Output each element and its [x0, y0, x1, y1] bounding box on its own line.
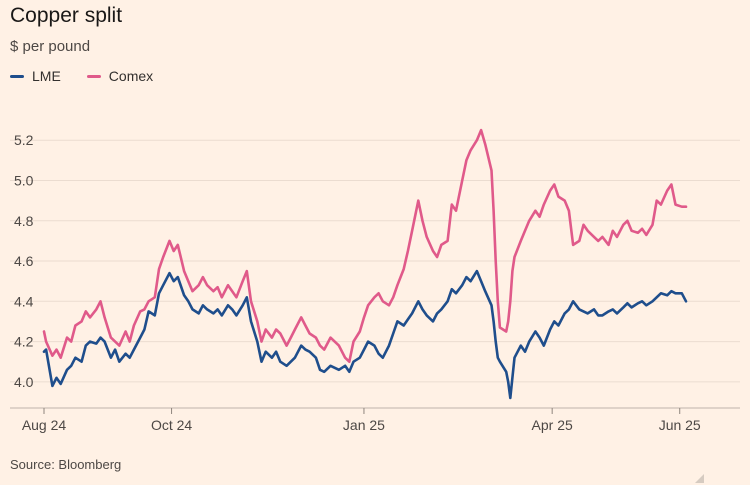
legend: LME Comex	[10, 68, 153, 84]
source-note: Source: Bloomberg	[10, 457, 122, 472]
legend-item-comex: Comex	[86, 68, 154, 84]
x-tick-label: Jan 25	[343, 417, 385, 433]
y-tick-label: 5.2	[14, 132, 34, 148]
series-line-lme	[42, 269, 688, 400]
grid-lines	[10, 139, 740, 383]
resize-corner-icon	[695, 474, 704, 483]
y-tick-label: 4.8	[14, 213, 34, 229]
legend-label-lme: LME	[32, 68, 61, 84]
y-tick-label: 5.0	[14, 172, 34, 188]
legend-item-lme: LME	[10, 68, 61, 84]
x-tick-label: Aug 24	[22, 417, 67, 433]
chart-title: Copper split	[10, 4, 123, 27]
x-tick-label: Oct 24	[151, 417, 192, 433]
y-tick-label: 4.6	[14, 253, 34, 269]
x-tick-label: Jun 25	[659, 417, 701, 433]
x-tick-label: Apr 25	[532, 417, 573, 433]
legend-swatch-lme	[10, 74, 24, 78]
y-axis: 4.0 4.2 4.4 4.6 4.8 5.0 5.2	[14, 132, 34, 390]
legend-label-comex: Comex	[108, 68, 154, 84]
y-tick-label: 4.4	[14, 293, 34, 309]
legend-swatch-comex	[86, 74, 101, 78]
y-tick-label: 4.2	[14, 334, 34, 350]
y-tick-label: 4.0	[14, 374, 34, 390]
chart-subtitle: $ per pound	[10, 38, 91, 55]
series-lines	[42, 128, 688, 400]
series-line-comex	[42, 128, 688, 363]
x-axis: Aug 24 Oct 24 Jan 25 Apr 25 Jun 25	[10, 407, 740, 433]
